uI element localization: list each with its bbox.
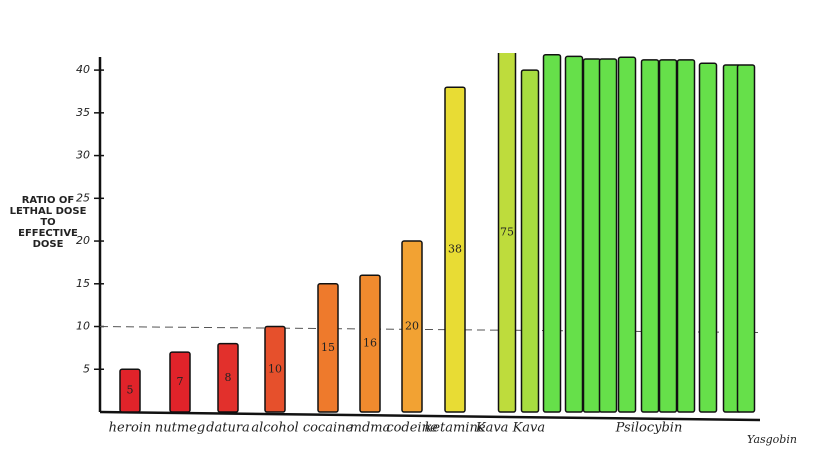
x-axis xyxy=(99,410,761,422)
bar xyxy=(217,342,239,413)
value-label: 75 xyxy=(500,226,514,239)
bar xyxy=(658,59,678,413)
bar xyxy=(598,58,618,413)
value-label: 16 xyxy=(363,337,377,350)
y-axis-label-line: LETHAL DOSE xyxy=(10,206,87,217)
bar xyxy=(169,351,191,413)
x-tick-label: alcohol xyxy=(251,421,298,436)
signature: Yasgobin xyxy=(747,433,797,446)
y-tick-label: 40 xyxy=(76,63,90,76)
bar xyxy=(698,62,718,413)
bar xyxy=(640,59,660,413)
x-tick-label: ketamine xyxy=(424,421,485,436)
y-tick-label: 10 xyxy=(76,320,90,333)
x-tick-label: codeine xyxy=(386,421,438,436)
y-axis-label-line: TO xyxy=(40,217,55,228)
y-tick-label: 25 xyxy=(76,191,90,204)
value-label: 8 xyxy=(225,371,232,384)
bar xyxy=(676,59,696,413)
y-tick-label: 30 xyxy=(76,149,90,162)
y-tick-label: 15 xyxy=(76,277,90,290)
x-tick-label: datura xyxy=(206,421,250,436)
value-label: 15 xyxy=(321,341,335,354)
x-tick-label: Psilocybin xyxy=(615,421,683,436)
bar xyxy=(736,64,756,413)
y-tick-label: 35 xyxy=(76,106,90,119)
bar xyxy=(617,56,637,413)
bar xyxy=(359,274,381,413)
value-label: 5 xyxy=(127,384,134,397)
y-axis-label-line: DOSE xyxy=(33,239,64,250)
bar xyxy=(542,53,562,413)
y-tick-label: 20 xyxy=(76,234,90,247)
bar xyxy=(119,368,141,413)
bar xyxy=(582,58,602,413)
x-tick-label: mdma xyxy=(350,421,391,436)
bar xyxy=(264,325,286,413)
value-label: 7 xyxy=(177,375,184,388)
value-label: 38 xyxy=(448,243,462,256)
x-tick-label: nutmeg xyxy=(155,421,205,436)
bar xyxy=(401,240,423,413)
y-axis-label-line: RATIO OF xyxy=(22,195,75,206)
value-label: 10 xyxy=(268,362,282,375)
bar xyxy=(520,69,540,413)
value-label: 20 xyxy=(405,320,419,333)
bar xyxy=(497,53,517,413)
x-tick-label: cocaine xyxy=(303,421,354,436)
bars xyxy=(119,53,756,413)
y-tick-label: 5 xyxy=(83,362,90,375)
x-tick-label: Kava Kava xyxy=(475,421,545,436)
y-axis-label-line: EFFECTIVE xyxy=(18,228,78,239)
bar xyxy=(564,55,584,413)
x-tick-label: heroin xyxy=(109,421,152,436)
bar xyxy=(444,86,466,413)
bar xyxy=(317,283,339,413)
